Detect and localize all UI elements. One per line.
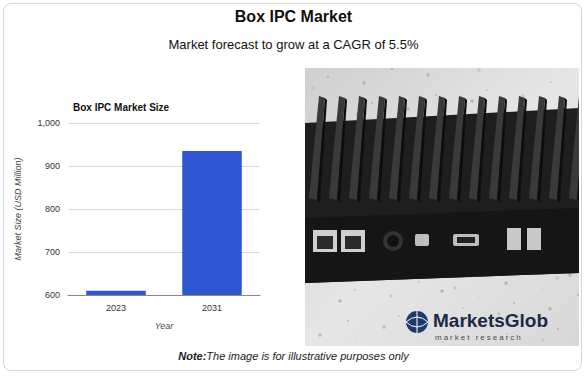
svg-text:1,000: 1,000 <box>37 118 60 128</box>
svg-text:Box IPC Market Size: Box IPC Market Size <box>73 102 170 113</box>
svg-text:800: 800 <box>45 204 60 214</box>
svg-text:Year: Year <box>155 321 175 331</box>
svg-text:MarketsGlob: MarketsGlob <box>433 310 548 331</box>
svg-text:market research: market research <box>435 333 523 342</box>
svg-text:900: 900 <box>45 161 60 171</box>
svg-text:Market Size (USD Million): Market Size (USD Million) <box>13 157 23 260</box>
svg-text:700: 700 <box>45 247 60 257</box>
html-text:Box IPC Market: Box IPC Market <box>234 8 353 25</box>
svg-text:600: 600 <box>45 290 60 300</box>
html-text:Note: The image is for illustr: Note: The image is for illustrative purp… <box>178 350 409 362</box>
html-text:Market forecast to grow at a C: Market forecast to grow at a CAGR of 5.5… <box>168 37 419 52</box>
svg-text:2023: 2023 <box>106 303 126 313</box>
svg-text:2031: 2031 <box>202 303 222 313</box>
